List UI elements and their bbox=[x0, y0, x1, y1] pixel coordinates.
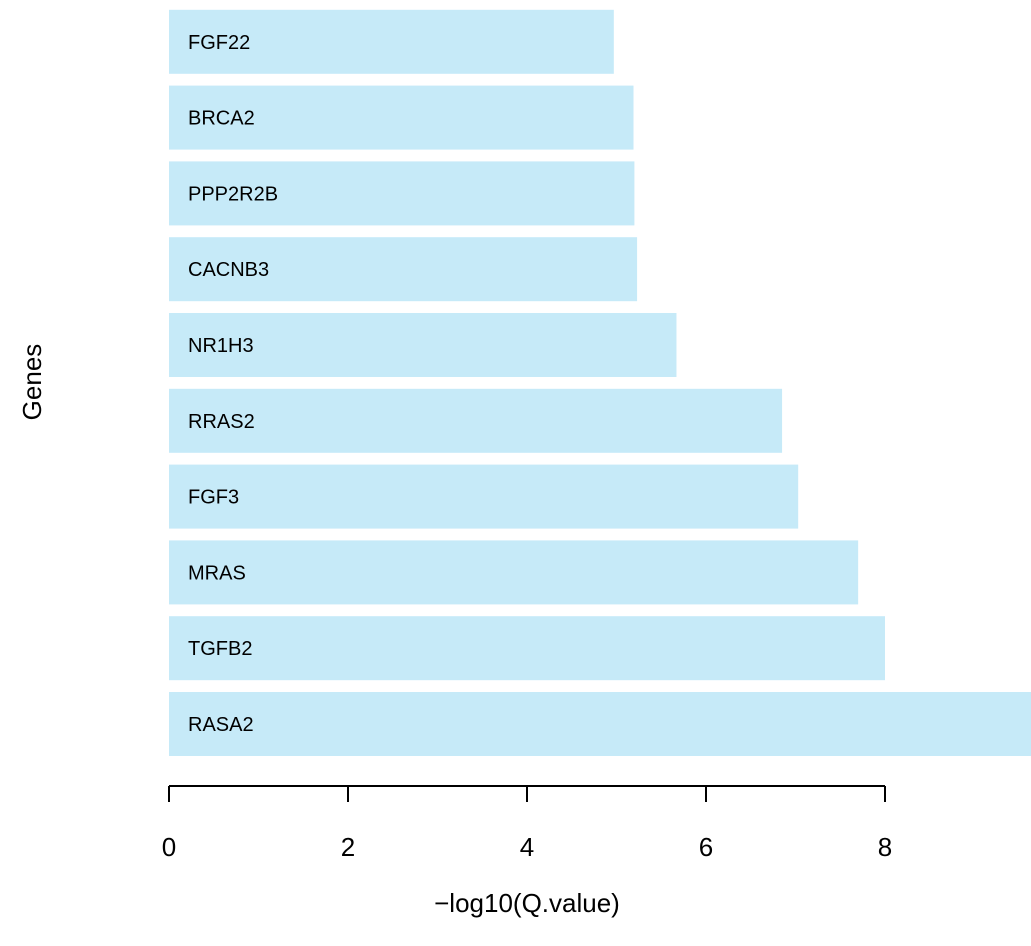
bar-label-rras2: RRAS2 bbox=[188, 411, 255, 433]
bar-label-cacnb3: CACNB3 bbox=[188, 259, 269, 281]
x-tick-label-0: 0 bbox=[162, 832, 176, 862]
x-tick-label-6: 6 bbox=[699, 832, 713, 862]
bar-rras2 bbox=[169, 388, 783, 453]
bar-tgfb2 bbox=[169, 616, 885, 681]
bar-nr1h3 bbox=[169, 313, 677, 377]
bar-cacnb3 bbox=[169, 237, 638, 302]
bars-layer bbox=[169, 9, 1031, 756]
bar-label-nr1h3: NR1H3 bbox=[188, 335, 254, 357]
x-tick-label-4: 4 bbox=[520, 832, 534, 862]
bar-label-rasa2: RASA2 bbox=[188, 714, 254, 736]
bar-label-tgfb2: TGFB2 bbox=[188, 638, 252, 660]
y-axis-title: Genes bbox=[17, 344, 47, 421]
bar-fgf22 bbox=[169, 9, 614, 74]
bar-label-ppp2r2b: PPP2R2B bbox=[188, 183, 278, 205]
bar-label-fgf22: FGF22 bbox=[188, 32, 250, 54]
x-axis-title: −log10(Q.value) bbox=[434, 888, 620, 918]
bar-label-fgf3: FGF3 bbox=[188, 487, 239, 509]
bar-rasa2 bbox=[169, 692, 1031, 756]
bar-fgf3 bbox=[169, 464, 799, 529]
bar-brca2 bbox=[169, 85, 634, 150]
bar-labels-layer: RASA2 TGFB2 MRAS FGF3 RRAS2 NR1H3 CACNB3 PPP2R2… bbox=[188, 32, 278, 736]
bar-label-brca2: BRCA2 bbox=[188, 108, 255, 130]
bar-label-mras: MRAS bbox=[188, 562, 246, 584]
x-axis: 0 2 4 6 8 bbox=[162, 785, 892, 862]
bar-mras bbox=[169, 540, 859, 605]
x-tick-label-8: 8 bbox=[878, 832, 892, 862]
x-tick-label-2: 2 bbox=[341, 832, 355, 862]
bar-ppp2r2b bbox=[169, 161, 635, 226]
